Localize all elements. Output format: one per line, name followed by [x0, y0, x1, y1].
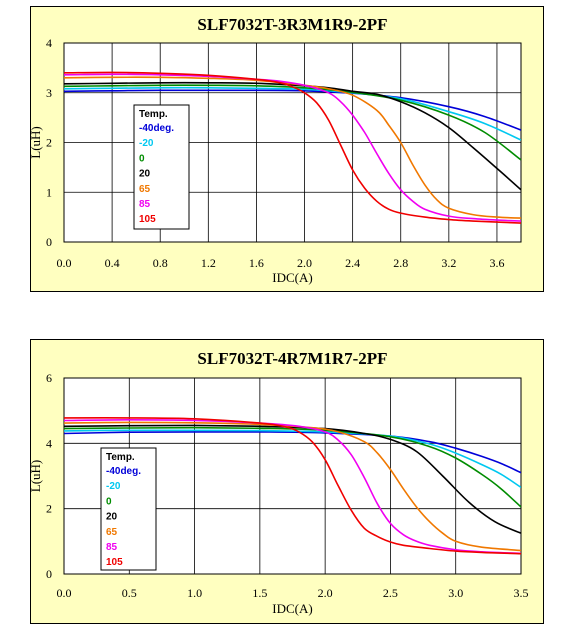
- x-tick-label: 3.2: [441, 256, 456, 270]
- plot-border: [63, 42, 522, 243]
- series-line-20: [64, 86, 521, 141]
- y-tick-label: 3: [46, 86, 52, 100]
- x-axis-label: IDC(A): [272, 601, 312, 616]
- x-tick-label: 2.8: [393, 256, 408, 270]
- x-tick-label: 1.5: [252, 586, 267, 600]
- series-line-40deg: [64, 89, 521, 131]
- x-tick-label: 2.0: [318, 586, 333, 600]
- legend-item: 105: [106, 557, 123, 568]
- chart-2-svg: SLF7032T-4R7M1R7-2PF 0.0 0.5 1.0 1.5 2.0 2.5 3.…: [31, 349, 529, 616]
- y-tick-label: 0: [46, 567, 52, 581]
- legend-item: 85: [139, 199, 151, 210]
- y-axis-label: L(uH): [31, 460, 43, 493]
- legend-item: 0: [106, 496, 112, 507]
- y-tick-label: 1: [46, 185, 52, 199]
- series-line-65: [64, 76, 521, 219]
- x-tick-label: 3.6: [489, 256, 504, 270]
- y-tick-label: 6: [46, 371, 52, 385]
- legend-item: 20: [106, 512, 118, 523]
- legend-item: -20: [139, 138, 154, 149]
- x-tick-label: 0.4: [105, 256, 120, 270]
- series-line-85: [64, 418, 521, 555]
- chart-panel-1: SLF7032T-3R3M1R9-2PF 0.0 0.4 0.8 1.2 1.6 2.0 2.…: [30, 6, 544, 292]
- series-line-0: [64, 426, 521, 508]
- chart-1-svg: SLF7032T-3R3M1R9-2PF 0.0 0.4 0.8 1.2 1.6 2.0 2.…: [31, 15, 522, 285]
- chart-panel-2: SLF7032T-4R7M1R7-2PF 0.0 0.5 1.0 1.5 2.0 2.5 3.…: [30, 339, 544, 624]
- y-tick-label: 0: [46, 235, 52, 249]
- legend-item: 65: [139, 184, 151, 195]
- x-tick-label: 3.0: [448, 586, 463, 600]
- legend-item: -40deg.: [139, 123, 174, 134]
- y-tick-label: 2: [46, 502, 52, 516]
- legend-box: [133, 104, 190, 230]
- legend-item: 0: [139, 153, 145, 164]
- series-line-85: [64, 73, 521, 222]
- legend-item: 65: [106, 527, 118, 538]
- x-axis-label: IDC(A): [272, 270, 312, 285]
- x-tick-label: 0.0: [57, 256, 72, 270]
- legend-box: [100, 447, 157, 571]
- y-tick-label: 4: [46, 436, 52, 450]
- chart-title: SLF7032T-3R3M1R9-2PF: [197, 15, 387, 34]
- y-tick-label: 2: [46, 136, 52, 150]
- x-tick-label: 0.8: [153, 256, 168, 270]
- x-tick-label: 3.5: [514, 586, 529, 600]
- y-axis-label: L(uH): [31, 126, 43, 159]
- chart-title: SLF7032T-4R7M1R7-2PF: [197, 349, 387, 368]
- x-tick-label: 2.0: [297, 256, 312, 270]
- legend-title: Temp.: [139, 109, 168, 120]
- series-line-65: [64, 421, 521, 552]
- series-line-105: [64, 71, 521, 224]
- legend-item: 20: [139, 169, 151, 180]
- series-line-20: [64, 81, 521, 191]
- x-tick-label: 1.6: [249, 256, 264, 270]
- x-tick-label: 1.2: [201, 256, 216, 270]
- x-tick-label: 1.0: [187, 586, 202, 600]
- plot-border: [63, 377, 522, 575]
- series-line-20: [64, 424, 521, 534]
- x-tick-label: 2.4: [345, 256, 360, 270]
- legend-item: -40deg.: [106, 466, 141, 477]
- x-tick-label: 2.5: [383, 586, 398, 600]
- legend-item: -20: [106, 481, 121, 492]
- series-line-105: [64, 417, 521, 555]
- legend-item: 105: [139, 214, 156, 225]
- y-tick-label: 4: [46, 36, 52, 50]
- x-tick-label: 0.5: [122, 586, 137, 600]
- x-tick-label: 0.0: [57, 586, 72, 600]
- legend-title: Temp.: [106, 452, 135, 463]
- legend-item: 85: [106, 542, 118, 553]
- series-line-0: [64, 84, 521, 161]
